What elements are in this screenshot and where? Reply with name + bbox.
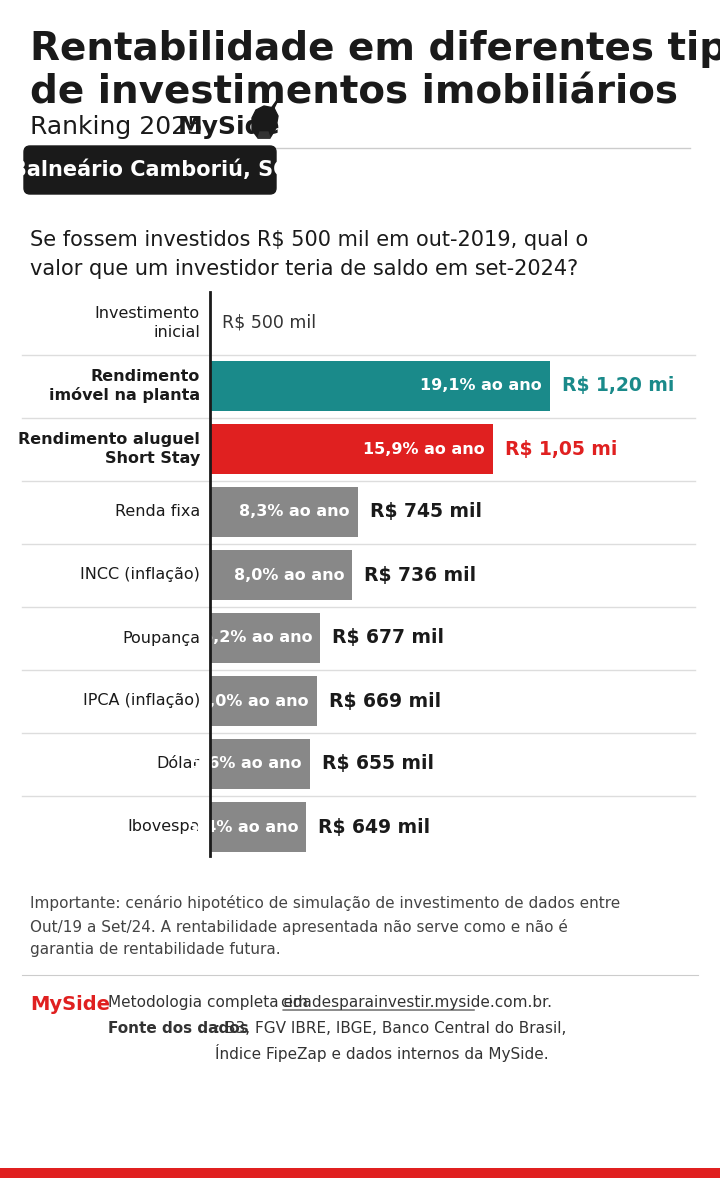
Text: 8,0% ao ano: 8,0% ao ano (234, 568, 344, 582)
Text: Se fossem investidos R$ 500 mil em out-2019, qual o
valor que um investidor teri: Se fossem investidos R$ 500 mil em out-2… (30, 230, 588, 279)
Text: cidadesparainvestir.myside.com.br.: cidadesparainvestir.myside.com.br. (280, 995, 552, 1010)
Text: INCC (inflação): INCC (inflação) (80, 568, 200, 582)
Text: 5,4% ao ano: 5,4% ao ano (187, 820, 298, 834)
Text: Dólar: Dólar (157, 756, 200, 772)
Bar (210, 360, 550, 411)
Text: R$ 1,20 mi: R$ 1,20 mi (562, 377, 675, 396)
Text: Ranking 2025: Ranking 2025 (30, 115, 211, 139)
Text: R$ 655 mil: R$ 655 mil (322, 754, 433, 774)
Text: Poupança: Poupança (122, 630, 200, 646)
Text: MySide: MySide (30, 995, 110, 1014)
Text: Metodologia completa em: Metodologia completa em (108, 995, 312, 1010)
Text: 5,6% ao ano: 5,6% ao ano (191, 756, 302, 772)
Text: Rendimento aluguel
Short Stay: Rendimento aluguel Short Stay (18, 432, 200, 465)
Text: Fonte dos dados: Fonte dos dados (108, 1021, 248, 1035)
Text: Ibovespa: Ibovespa (127, 820, 200, 834)
Bar (210, 676, 317, 726)
Text: R$ 677 mil: R$ 677 mil (333, 629, 444, 648)
Text: Rentabilidade em diferentes tipos: Rentabilidade em diferentes tipos (30, 29, 720, 68)
Polygon shape (270, 95, 280, 110)
Text: R$ 669 mil: R$ 669 mil (329, 691, 441, 710)
Text: Balneário Camboriú, SC: Balneário Camboriú, SC (12, 160, 289, 180)
Polygon shape (252, 106, 278, 138)
Text: 6,0% ao ano: 6,0% ao ano (198, 694, 309, 708)
Text: R$ 649 mil: R$ 649 mil (318, 818, 431, 836)
Text: 6,2% ao ano: 6,2% ao ano (202, 630, 312, 646)
Text: 15,9% ao ano: 15,9% ao ano (364, 442, 485, 457)
Text: : B3, FGV IBRE, IBGE, Banco Central do Brasil,
Índice FipeZap e dados internos d: : B3, FGV IBRE, IBGE, Banco Central do B… (215, 1021, 567, 1061)
Text: R$ 500 mil: R$ 500 mil (222, 315, 316, 332)
Bar (210, 487, 358, 537)
Text: MySide: MySide (178, 115, 281, 139)
Text: R$ 736 mil: R$ 736 mil (364, 565, 477, 584)
Text: R$ 1,05 mi: R$ 1,05 mi (505, 439, 618, 458)
Bar (210, 739, 310, 789)
Polygon shape (258, 132, 270, 138)
Text: IPCA (inflação): IPCA (inflação) (83, 694, 200, 708)
Bar (0, 1169, 720, 1178)
Text: Importante: cenário hipotético de simulação de investimento de dados entre
Out/1: Importante: cenário hipotético de simula… (30, 895, 620, 957)
Text: de investimentos imobiliários: de investimentos imobiliários (30, 73, 678, 111)
Bar (210, 424, 493, 474)
Bar (210, 802, 306, 852)
Text: Investimento
inicial: Investimento inicial (95, 306, 200, 339)
Text: Rendimento
imóvel na planta: Rendimento imóvel na planta (49, 369, 200, 403)
Text: Renda fixa: Renda fixa (114, 504, 200, 519)
Bar (210, 613, 320, 663)
FancyBboxPatch shape (24, 146, 276, 194)
Text: 8,3% ao ano: 8,3% ao ano (239, 504, 350, 519)
Text: 19,1% ao ano: 19,1% ao ano (420, 378, 542, 393)
Bar (210, 550, 352, 600)
Text: R$ 745 mil: R$ 745 mil (370, 503, 482, 522)
